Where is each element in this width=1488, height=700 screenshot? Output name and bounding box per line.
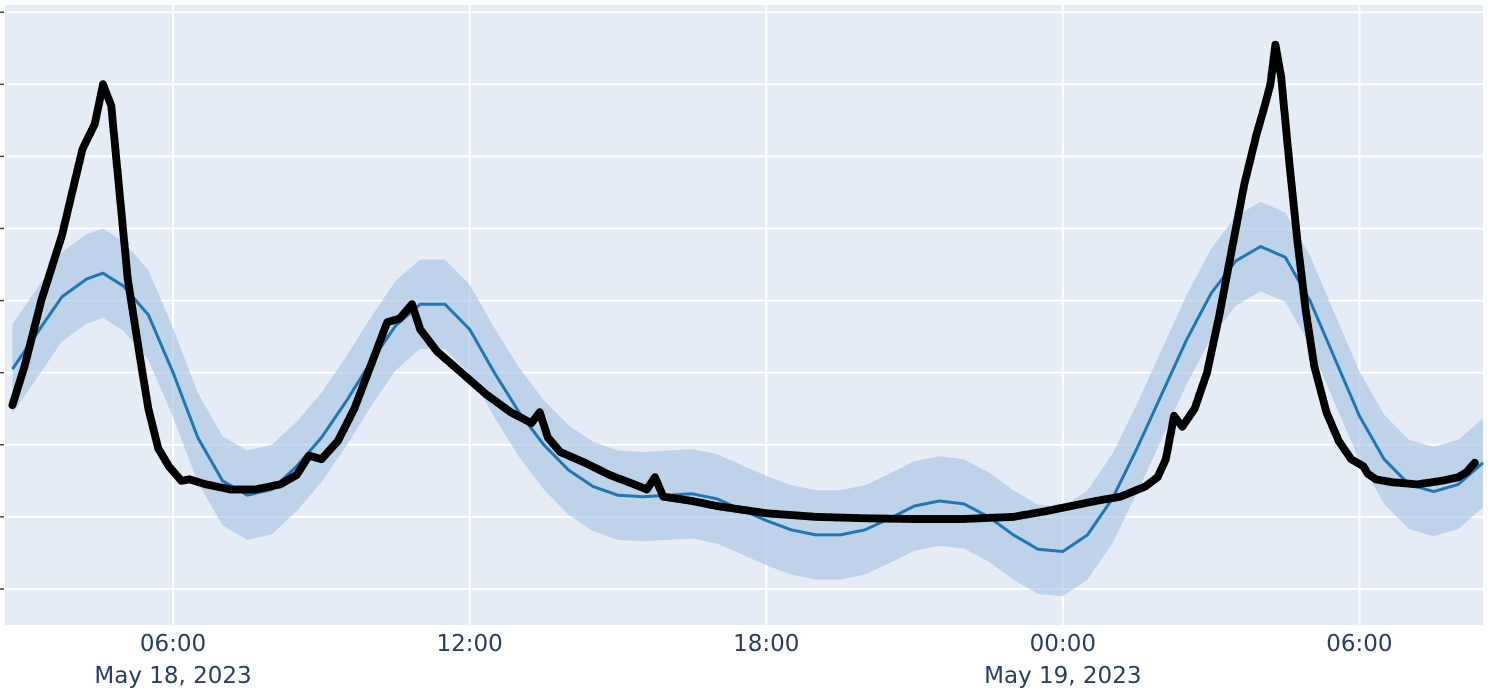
x-tick-label-0: 06:00 — [140, 631, 206, 657]
x-tick-label-3: 00:00 — [1030, 631, 1096, 657]
x-tick-sublabel-0: May 18, 2023 — [94, 663, 251, 689]
x-tick-label-1: 12:00 — [437, 631, 503, 657]
x-tick-label-2: 18:00 — [733, 631, 799, 657]
x-tick-labels: 06:00 May 18, 2023 12:00 18:00 00:00 May 19, … — [94, 631, 1392, 689]
observed-point-1356 — [1470, 458, 1479, 467]
observed-series — [8, 40, 1479, 523]
x-tick-sublabel-3: May 19, 2023 — [984, 663, 1141, 689]
x-tick-label-4: 06:00 — [1326, 631, 1392, 657]
